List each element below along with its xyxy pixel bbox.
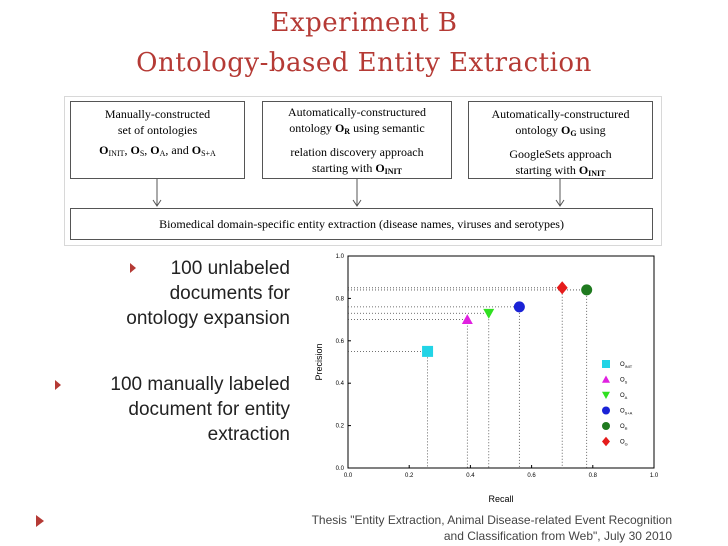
x-tick-label: 1.0: [650, 473, 659, 479]
box4-text: Biomedical domain-specific entity extrac…: [159, 217, 564, 231]
legend-label: OG: [620, 440, 628, 447]
legend-label: OINIT: [620, 362, 633, 369]
box1-line1: Manually-constructed: [104, 107, 211, 121]
x-tick-label: 0.4: [466, 473, 475, 479]
y-tick-label: 0.2: [336, 424, 345, 430]
x-axis-label: Recall: [488, 494, 513, 504]
legend-marker-g: [602, 436, 610, 447]
data-point-init: [422, 345, 434, 357]
entity-extraction-box: Biomedical domain-specific entity extrac…: [70, 208, 653, 240]
legend-label: OS: [620, 378, 628, 385]
box2-line3: relation discovery approach: [290, 145, 424, 159]
box3-line2: ontology OG using: [515, 123, 606, 138]
box2-line2: ontology OR using semantic: [289, 121, 425, 136]
legend-label: OA: [620, 393, 628, 400]
legend-marker-sa: [602, 406, 610, 415]
y-axis-label: Precision: [314, 343, 324, 380]
box1-line2: set of ontologies: [117, 123, 198, 137]
x-tick-label: 0.6: [527, 473, 536, 479]
legend-label: OS+A: [620, 409, 633, 416]
box2-line1: Automatically-constructured: [288, 105, 426, 119]
data-point-sa: [513, 301, 525, 313]
bullet-labeled-docs: 100 manually labeled document for entity…: [110, 374, 290, 445]
precision-recall-chart: 0.0 0.2 0.4 0.6 0.8 1.0 0.0 0.2 0.4 0.6 0.8 1.0 OIN…: [314, 254, 659, 504]
data-point-g: [556, 281, 568, 295]
footer-citation: Thesis "Entity Extraction, Animal Diseas…: [311, 513, 672, 543]
legend-marker-a: [602, 391, 610, 399]
y-tick-label: 0.4: [336, 381, 345, 387]
semantic-relation-box: Automatically-constructured ontology OR …: [262, 101, 452, 179]
footer-arrow-icon: [36, 515, 44, 527]
legend-label: OR: [620, 424, 628, 431]
manual-ontologies-box: Manually-constructed set of ontologies O…: [70, 101, 245, 179]
bullet-arrow-icon: [130, 263, 136, 273]
diagram-frame: [64, 96, 662, 246]
legend-marker-s: [602, 375, 610, 383]
x-tick-label: 0.8: [589, 473, 598, 479]
data-point-r: [581, 284, 593, 296]
box3-line1: Automatically-constructured: [491, 107, 630, 121]
googlesets-box: Automatically-constructured ontology OG …: [468, 101, 653, 179]
y-tick-label: 1.0: [336, 254, 345, 260]
bullet-unlabeled-docs: 100 unlabeled documents for ontology exp…: [126, 258, 290, 329]
y-tick-label: 0.6: [336, 339, 345, 345]
box1-ontology-list: OINIT, OS, OA, and OS+A: [99, 143, 216, 158]
x-tick-label: 0.0: [344, 473, 353, 479]
legend-marker-r: [602, 422, 610, 430]
box2-line4: starting with OINIT: [311, 161, 402, 176]
slide-title-line2: Ontology-based Entity Extraction: [136, 48, 592, 78]
plot-area: [347, 255, 655, 469]
data-point-s: [461, 314, 473, 324]
bullet-arrow-icon: [55, 380, 61, 390]
box3-line3: GoogleSets approach: [509, 147, 612, 161]
legend-marker-init: [602, 360, 610, 368]
y-tick-label: 0.8: [336, 296, 345, 302]
slide-title-line1: Experiment B: [270, 8, 458, 38]
box3-line4: starting with OINIT: [515, 163, 606, 178]
data-point-a: [483, 308, 495, 319]
x-tick-label: 0.2: [405, 473, 414, 479]
y-tick-label: 0.0: [336, 466, 345, 472]
